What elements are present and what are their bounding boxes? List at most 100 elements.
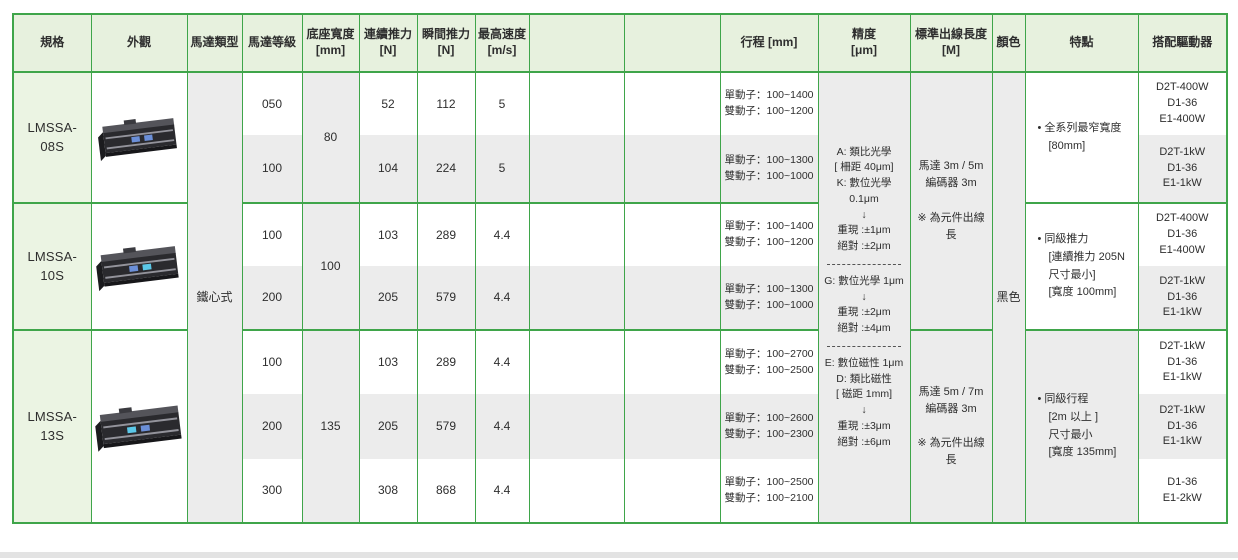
continuous-force-cell: 104 [358,135,417,203]
header-color: 顏色 [991,14,1025,73]
stroke-cell: 單動子：100~1400 雙動子：100~1200 [719,72,818,135]
grade-cell: 200 [241,266,302,330]
header-empty-1 [528,14,624,73]
grade-cell: 100 [241,202,302,266]
continuous-force-cell: 308 [358,459,417,523]
cable-length-cell: 馬達 5m / 7m 編碼器 3m ※ 為元件出線長 [909,329,992,523]
peak-force-cell: 579 [416,394,475,459]
table-row: 200 205 579 4.4 單動子：100~2600 雙動子：100~230… [13,394,1227,459]
model-name-lmssa-13s: LMSSA-13S [12,329,91,523]
empty-cell [528,329,624,394]
header-empty-2 [623,14,720,73]
product-photo-cell [90,72,187,203]
continuous-force-cell: 205 [358,266,417,330]
model-name-lmssa-08s: LMSSA-08S [12,72,91,203]
feature-text: • 同級行程 [2m 以上 ] 尺寸最小 [寬度 135mm] [1037,393,1117,459]
color-cell: 黑色 [991,72,1025,523]
empty-cell [528,72,624,135]
divider [826,345,902,347]
peak-force-cell: 224 [416,135,475,203]
max-speed-cell: 4.4 [474,266,529,330]
feature-text: • 全系列最窄寬度 [80mm] [1037,121,1122,152]
driver-cell: D2T-1kW D1-36 E1-1kW [1137,394,1227,459]
empty-cell [528,135,624,203]
header-accuracy: 精度 [μm] [817,14,910,73]
accuracy-optical-block: A: 類比光學 [ 柵距 40μm] K: 數位光學 0.1μm ↓ 重現 :±… [834,145,894,253]
max-speed-cell: 4.4 [474,202,529,266]
page-section-divider [0,552,1238,558]
product-image-lmssa-13s [92,395,187,459]
empty-cell [623,459,720,523]
table-header-row: 規格 外觀 馬達類型 馬達等級 底座寬度 [mm] 連續推力 [N] 瞬間推力 … [12,14,1227,73]
header-max-speed: 最高速度 [m/s] [474,14,529,73]
empty-cell [623,202,720,266]
header-motor-type: 馬達類型 [186,14,242,73]
header-features: 特點 [1024,14,1138,73]
divider [826,263,902,265]
max-speed-cell: 4.4 [474,459,529,523]
accuracy-cell: A: 類比光學 [ 柵距 40μm] K: 數位光學 0.1μm ↓ 重現 :±… [817,72,910,523]
continuous-force-cell: 103 [358,329,417,394]
header-cable-length: 標準出線長度 [M] [909,14,992,73]
header-spec: 規格 [12,14,91,73]
product-photo-cell [90,202,187,330]
max-speed-cell: 5 [474,72,529,135]
feature-cell: • 全系列最窄寬度 [80mm] [1024,72,1138,203]
linear-motor-illustration [98,117,177,161]
stroke-cell: 單動子：100~1300 雙動子：100~1000 [719,135,818,203]
grade-cell: 300 [241,459,302,523]
header-appearance: 外觀 [90,14,187,73]
empty-cell [528,202,624,266]
product-image-lmssa-10s [92,236,187,298]
table-row: LMSSA-13S 100 [12,329,1227,523]
driver-cell: D2T-400W D1-36 E1-400W [1137,72,1227,135]
table-row: 200 205 579 4.4 單動子：100~1300 雙動子：100~100… [13,266,1227,330]
base-width-cell: 100 [301,202,359,330]
driver-cell: D2T-400W D1-36 E1-400W [1137,202,1227,266]
continuous-force-cell: 103 [358,202,417,266]
peak-force-cell: 289 [416,202,475,266]
stroke-cell: 單動子：100~1300 雙動子：100~1000 [719,266,818,330]
header-stroke: 行程 [mm] [719,14,818,73]
table-row: LMSSA-08S 鐵心式 [12,72,1227,523]
stroke-cell: 單動子：100~2600 雙動子：100~2300 [719,394,818,459]
motor-type-cell: 鐵心式 [186,72,242,523]
stroke-cell: 單動子：100~1400 雙動子：100~1200 [719,202,818,266]
grade-cell: 100 [241,329,302,394]
motor-spec-table: 規格 外觀 馬達類型 馬達等級 底座寬度 [mm] 連續推力 [N] 瞬間推力 … [12,13,1228,524]
stroke-cell: 單動子：100~2500 雙動子：100~2100 [719,459,818,523]
table-row: LMSSA-10S 100 [12,202,1227,330]
table-row: 300 308 868 4.4 單動子：100~2500 雙動子：100~210… [13,459,1227,523]
driver-cell: D2T-1kW D1-36 E1-1kW [1137,266,1227,330]
max-speed-cell: 5 [474,135,529,203]
grade-cell: 100 [241,135,302,203]
accuracy-magnetic-block: E: 數位磁性 1μm D: 類比磁性 [ 磁距 1mm] ↓ 重現 :±3μm… [824,356,904,448]
peak-force-cell: 112 [416,72,475,135]
header-base-width: 底座寬度 [mm] [301,14,359,73]
header-driver: 搭配驅動器 [1137,14,1227,73]
peak-force-cell: 289 [416,329,475,394]
model-name-lmssa-10s: LMSSA-10S [12,202,91,330]
linear-motor-illustration [96,245,179,291]
feature-cell: • 同級推力 [連續推力 205N 尺寸最小] [寬度 100mm] [1024,202,1138,330]
driver-cell: D2T-1kW D1-36 E1-1kW [1137,329,1227,394]
cable-length-cell: 馬達 3m / 5m 編碼器 3m ※ 為元件出線長 [909,72,992,330]
base-width-cell: 135 [301,329,359,523]
feature-cell: • 同級行程 [2m 以上 ] 尺寸最小 [寬度 135mm] [1024,329,1138,523]
base-width-cell: 80 [301,72,359,203]
product-photo-cell [90,329,187,523]
empty-cell [623,72,720,135]
empty-cell [623,329,720,394]
continuous-force-cell: 205 [358,394,417,459]
driver-cell: D1-36 E1-2kW [1137,459,1227,523]
empty-cell [623,135,720,203]
stroke-cell: 單動子：100~2700 雙動子：100~2500 [719,329,818,394]
empty-cell [528,459,624,523]
table-row: 100 104 224 5 單動子：100~1300 雙動子：100~1000 … [13,135,1227,203]
empty-cell [623,394,720,459]
cable-length-text: 馬達 5m / 7m 編碼器 3m ※ 為元件出線長 [917,385,985,467]
empty-cell [528,266,624,330]
header-peak-force: 瞬間推力 [N] [416,14,475,73]
linear-motor-illustration [95,404,182,452]
peak-force-cell: 579 [416,266,475,330]
